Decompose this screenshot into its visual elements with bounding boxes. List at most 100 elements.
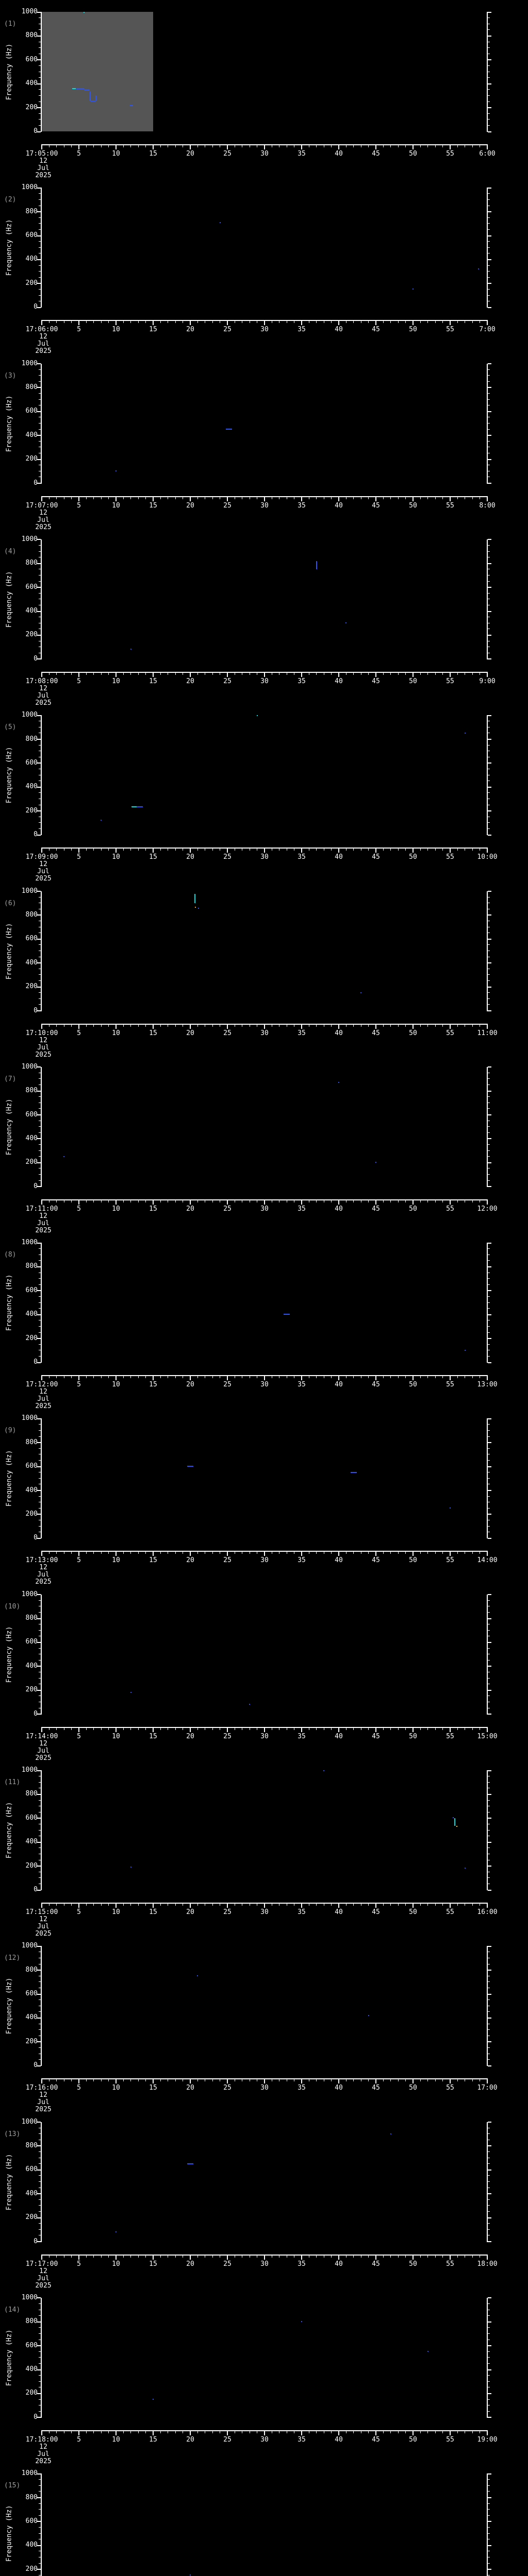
y-tick [39, 2181, 41, 2182]
x-tick-label: 30 [260, 1029, 269, 1037]
y-tick [488, 1338, 491, 1340]
y-tick [37, 11, 41, 13]
y-tick [488, 113, 490, 114]
x-tick [227, 320, 228, 326]
x-tick [442, 496, 443, 499]
y-tick-label: 1000 [21, 1942, 38, 1950]
start-time-label: 17:09:00 [25, 853, 58, 861]
x-tick [457, 1023, 458, 1027]
x-tick [153, 1023, 154, 1029]
y-tick [488, 786, 491, 788]
panel-number: (14) [4, 2306, 21, 2314]
y-tick [488, 1466, 491, 1467]
y-tick [37, 1290, 41, 1292]
x-tick-label: 55 [446, 1908, 454, 1916]
y-tick [39, 2411, 41, 2412]
x-tick [316, 1551, 317, 1554]
x-tick [145, 1375, 146, 1379]
x-tick [405, 496, 406, 499]
x-tick [108, 671, 109, 675]
y-tick-label: 0 [34, 1886, 38, 1893]
x-tick [264, 671, 265, 677]
y-tick [488, 1180, 490, 1181]
y-tick [37, 1666, 41, 1667]
y-axis-left [41, 891, 42, 1011]
y-tick [488, 1841, 491, 1843]
y-tick [488, 2011, 490, 2012]
x-tick [435, 496, 436, 499]
x-tick [130, 496, 131, 499]
x-tick [145, 496, 146, 499]
x-tick [41, 1551, 42, 1556]
x-tick [368, 671, 369, 675]
x-tick [116, 496, 117, 501]
x-tick [56, 1375, 57, 1379]
x-tick [138, 496, 139, 499]
x-tick [375, 1023, 376, 1029]
x-tick [86, 320, 87, 324]
x-tick [472, 144, 473, 147]
x-tick-label: 30 [260, 1908, 269, 1916]
date-label: 2025 [35, 2457, 52, 2465]
y-tick-label: 200 [25, 2389, 38, 2397]
y-tick [39, 1180, 41, 1181]
y-tick [37, 1338, 41, 1340]
x-tick [78, 671, 79, 677]
x-tick [375, 2078, 376, 2084]
y-tick [488, 2017, 491, 2019]
x-tick [41, 2254, 42, 2260]
y-tick [37, 962, 41, 964]
x-tick [412, 1903, 414, 1908]
x-tick [450, 2430, 451, 2435]
x-tick-label: 40 [335, 1908, 343, 1916]
x-tick [331, 144, 332, 147]
x-tick [264, 2430, 265, 2435]
y-tick [488, 1442, 491, 1444]
x-tick [160, 496, 161, 499]
spectrogram-panel: (2) Frequency (Hz) 0 200 400 600 800 1000 5 10 15 2… [0, 184, 528, 365]
x-tick [41, 2430, 42, 2435]
x-tick-label: 25 [223, 1732, 232, 1740]
frequency-axis-label: Frequency (Hz) [5, 2154, 13, 2210]
y-tick [488, 1162, 491, 1163]
x-tick [101, 2254, 102, 2258]
x-tick [227, 2254, 228, 2260]
x-tick [331, 1551, 332, 1554]
y-tick [488, 2199, 490, 2200]
frequency-axis-label: Frequency (Hz) [5, 1450, 13, 1507]
panel-number: (2) [4, 196, 16, 204]
x-tick [338, 1551, 339, 1556]
x-tick [353, 2430, 354, 2433]
y-tick [39, 1126, 41, 1127]
date-label: 2025 [35, 1578, 52, 1586]
y-tick [488, 265, 490, 266]
x-tick [420, 1375, 421, 1379]
y-tick [488, 2223, 490, 2224]
date-label: 12 [39, 1036, 47, 1044]
x-tick [487, 671, 488, 677]
x-tick [116, 1375, 117, 1381]
x-tick [457, 1726, 458, 1730]
y-tick-label: 1000 [21, 887, 38, 895]
spectrogram-panel: (9) Frequency (Hz) 0 200 400 600 800 1000 5 10 15 2… [0, 1415, 528, 1596]
y-tick [488, 381, 490, 382]
y-tick [39, 1174, 41, 1175]
frequency-axis-label: Frequency (Hz) [5, 1978, 13, 2035]
x-tick [175, 1903, 176, 1906]
spectrogram-panel: (14) Frequency (Hz) 0 200 400 600 800 1000 5 10 15… [0, 2294, 528, 2476]
y-tick [488, 2151, 490, 2153]
x-tick-label: 40 [335, 1029, 343, 1037]
y-tick [488, 1084, 490, 1086]
x-tick [368, 1023, 369, 1027]
x-tick [86, 1023, 87, 1027]
frequency-axis-label: Frequency (Hz) [5, 923, 13, 979]
x-tick-label: 5 [77, 326, 81, 334]
x-tick [368, 848, 369, 851]
event-mark [63, 1156, 65, 1157]
x-tick-label: 55 [446, 853, 454, 861]
x-tick [48, 1375, 50, 1379]
y-tick [488, 2122, 491, 2123]
x-tick [435, 848, 436, 851]
x-tick [338, 2254, 339, 2260]
